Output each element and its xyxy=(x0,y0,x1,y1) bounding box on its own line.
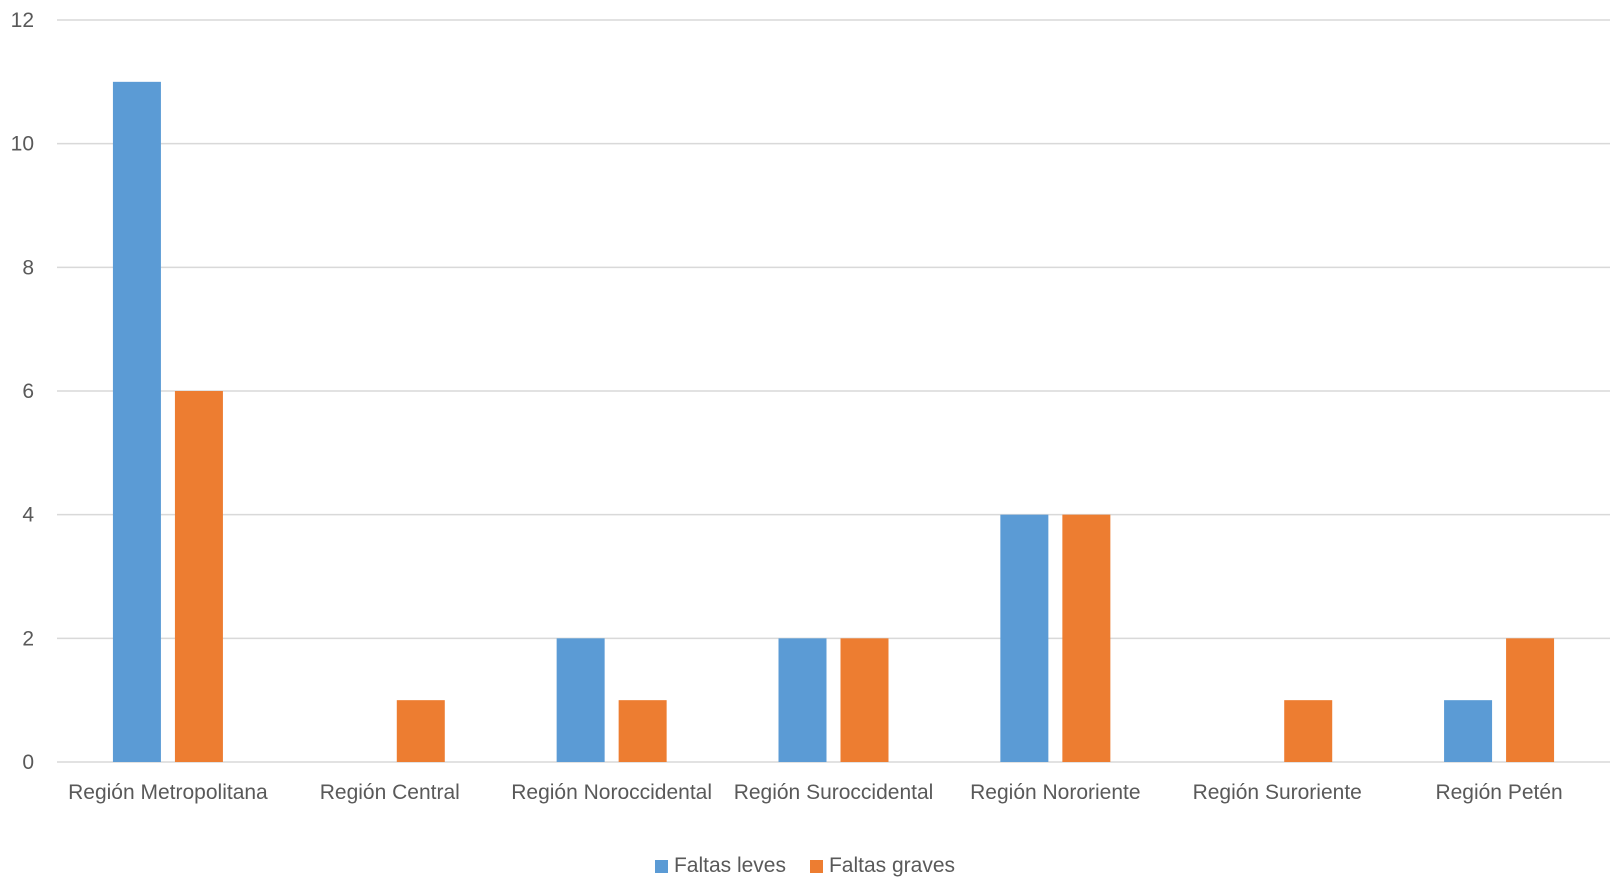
x-category-label: Región Suroccidental xyxy=(734,781,934,804)
legend-item-faltas-leves: Faltas leves xyxy=(654,854,786,878)
bar-faltas-graves xyxy=(174,391,223,762)
gridlines xyxy=(57,19,1610,763)
y-tick-label: 12 xyxy=(11,9,34,32)
bar-faltas-graves xyxy=(1506,638,1555,762)
x-axis-labels: Región Metropolitana Región Central Región… xyxy=(68,781,1563,804)
y-tick-label: 8 xyxy=(22,256,34,279)
bars xyxy=(112,81,1555,763)
bar-faltas-graves xyxy=(840,638,889,762)
x-category-label: Región Petén xyxy=(1435,781,1562,804)
bar-faltas-leves xyxy=(112,81,161,763)
bar-faltas-graves xyxy=(618,700,667,762)
bar-faltas-leves xyxy=(1000,514,1049,762)
bar-faltas-leves xyxy=(1444,700,1493,762)
x-category-label: Región Central xyxy=(320,781,460,804)
legend: Faltas leves Faltas graves xyxy=(0,853,1610,879)
y-tick-label: 4 xyxy=(22,504,34,527)
legend-label-faltas-leves: Faltas leves xyxy=(673,854,786,877)
bar-faltas-graves xyxy=(1062,514,1111,762)
y-tick-label: 2 xyxy=(22,627,34,650)
legend-swatch-faltas-graves xyxy=(809,859,823,873)
x-category-label: Región Suroriente xyxy=(1193,781,1362,804)
x-category-label: Región Metropolitana xyxy=(68,781,268,804)
x-category-label: Región Noroccidental xyxy=(511,781,712,804)
y-tick-label: 10 xyxy=(11,133,34,156)
bar-faltas-graves xyxy=(1284,700,1333,762)
bar-faltas-leves xyxy=(556,638,605,762)
bar-faltas-leves xyxy=(778,638,827,762)
y-tick-label: 0 xyxy=(22,751,34,774)
y-axis-ticks: 0 2 4 6 8 10 12 xyxy=(11,9,35,774)
bar-faltas-graves xyxy=(396,700,445,762)
legend-label-faltas-graves: Faltas graves xyxy=(828,854,956,877)
x-category-label: Región Nororiente xyxy=(970,781,1140,804)
legend-swatch-faltas-leves xyxy=(654,859,668,873)
y-tick-label: 6 xyxy=(22,380,34,403)
legend-item-faltas-graves: Faltas graves xyxy=(809,854,956,878)
